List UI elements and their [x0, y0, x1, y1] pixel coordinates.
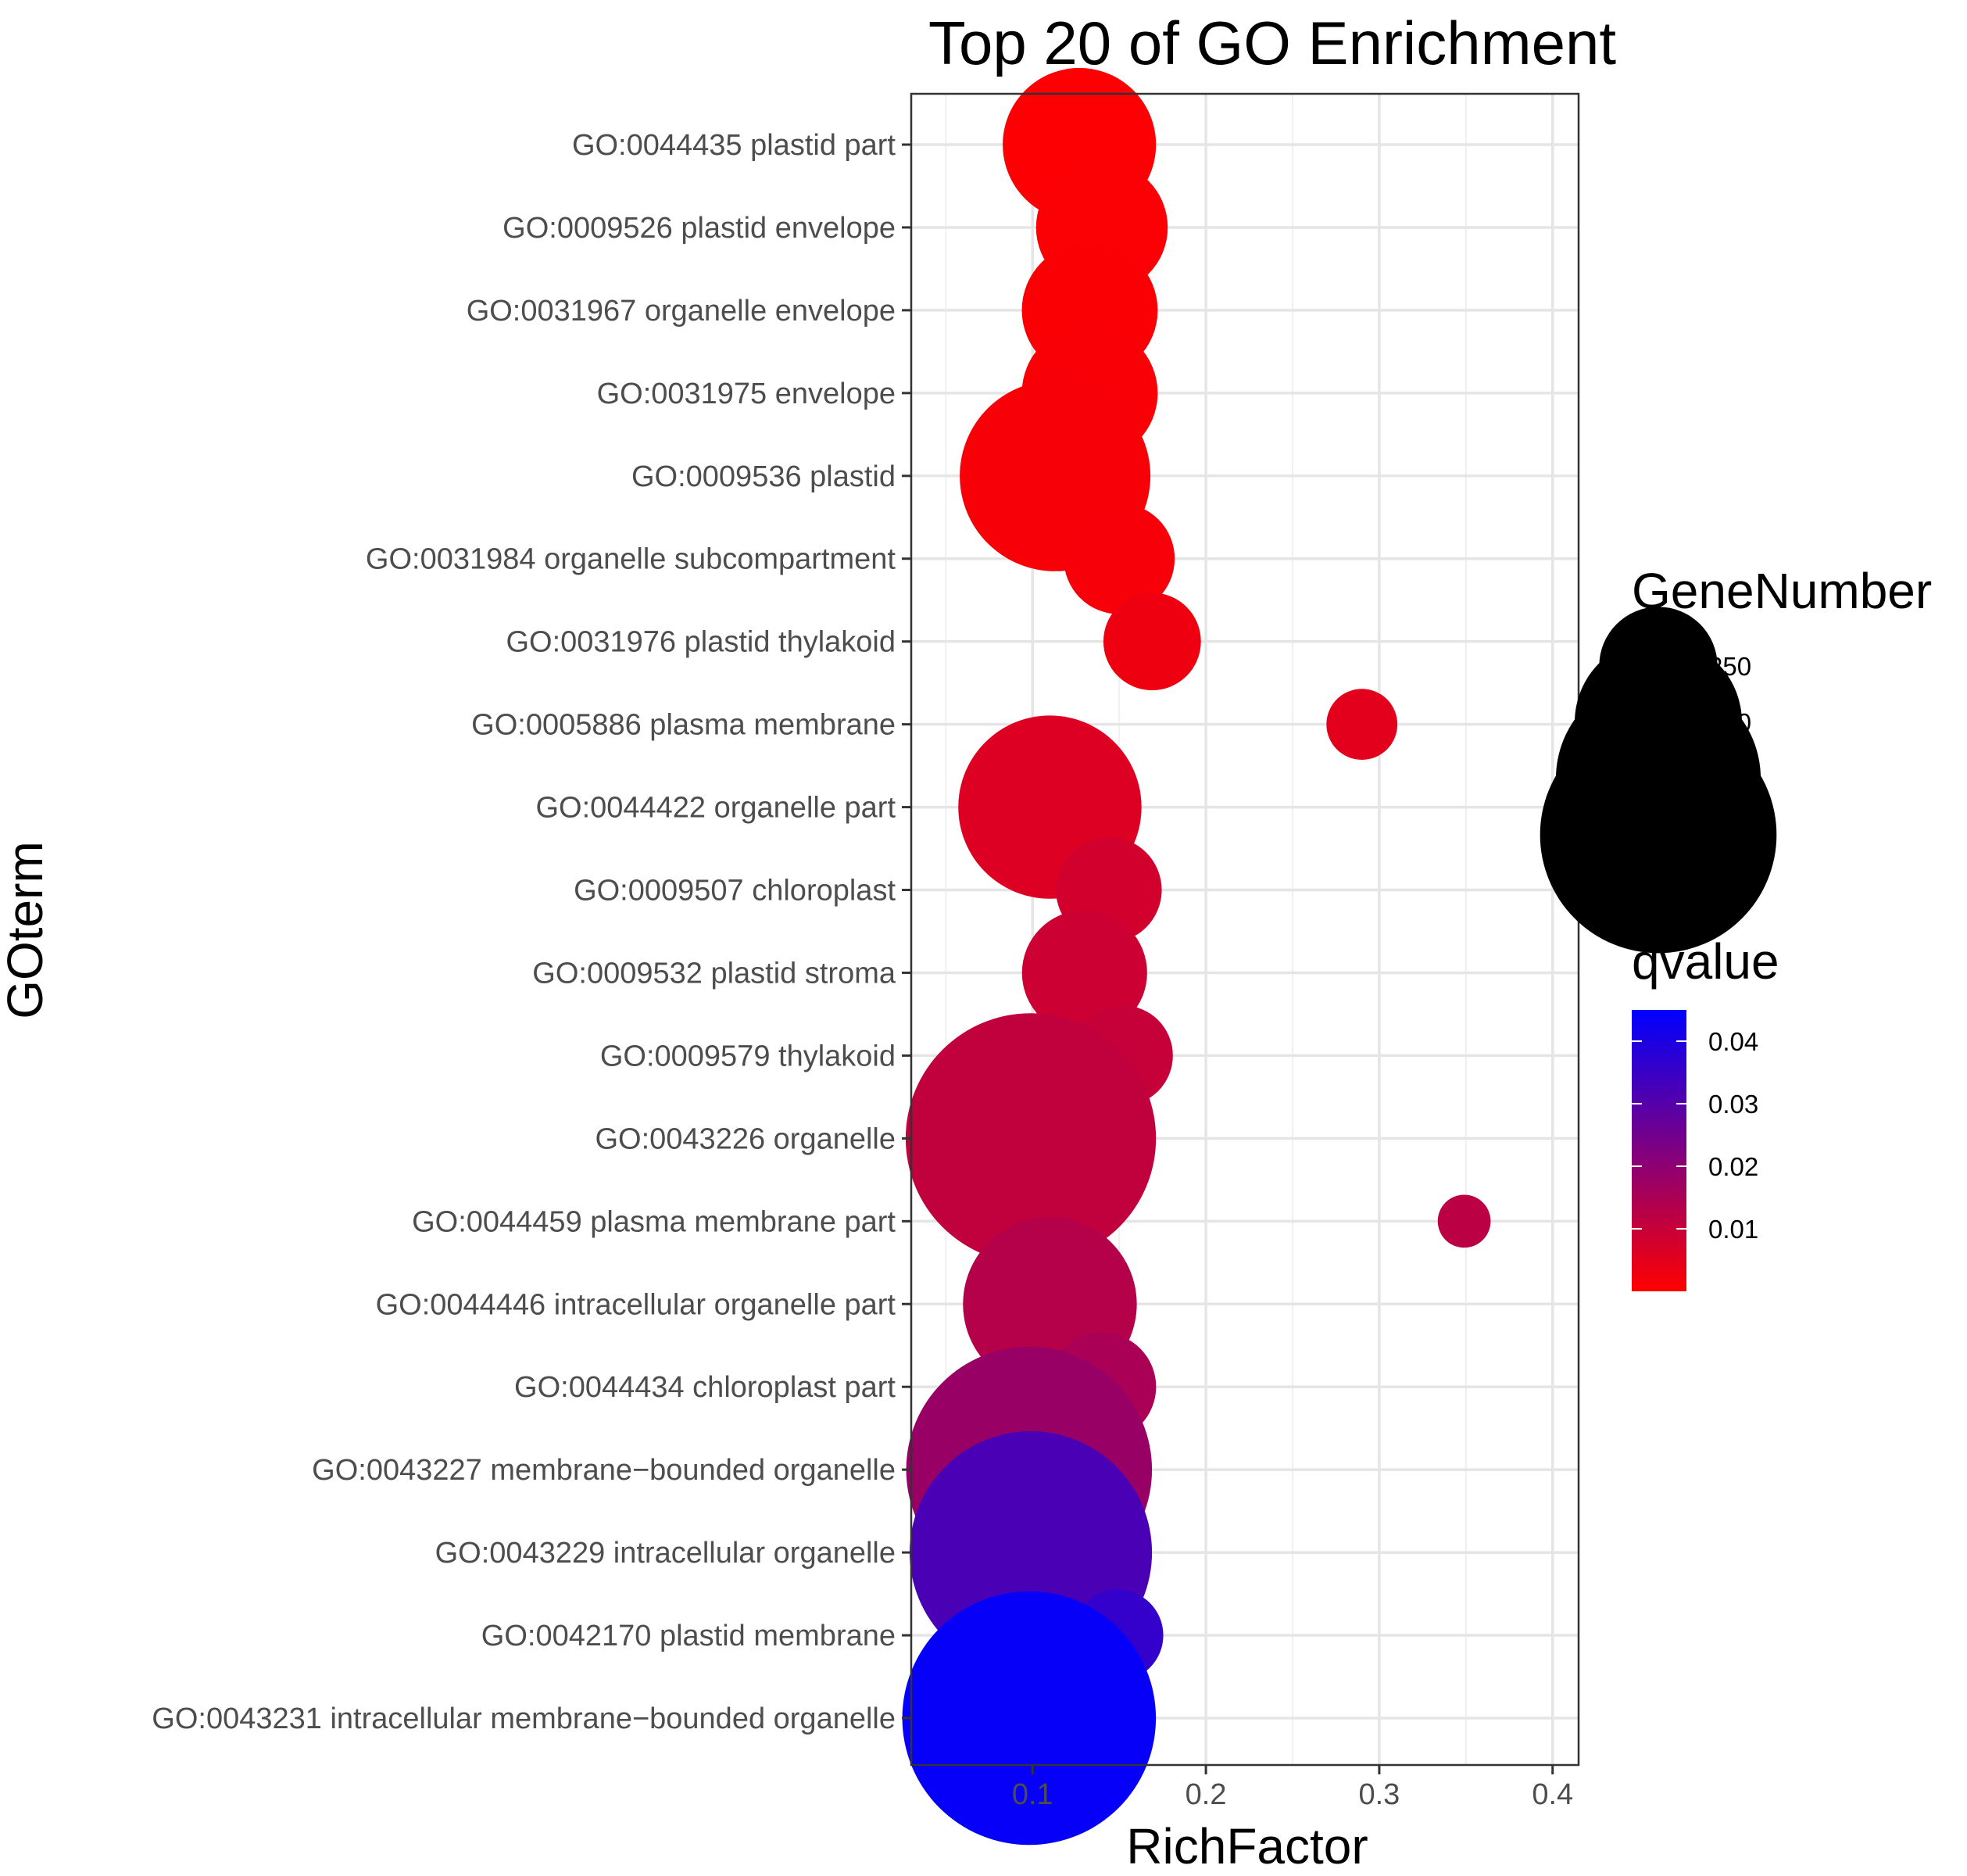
- y-tick-label: GO:0044459 plasma membrane part: [412, 1205, 896, 1238]
- chart-title: Top 20 of GO Enrichment: [928, 9, 1616, 77]
- data-point: [1064, 503, 1175, 614]
- y-tick-label: GO:0043226 organelle: [595, 1122, 896, 1155]
- x-tick-label: 0.3: [1358, 1778, 1400, 1811]
- size-legend-key: [1540, 716, 1777, 954]
- y-tick-label: GO:0009532 plastid stroma: [532, 957, 896, 990]
- y-tick-label: GO:0044434 chloroplast part: [514, 1371, 896, 1404]
- data-point: [902, 1591, 1157, 1846]
- y-tick-label: GO:0009579 thylakoid: [600, 1040, 896, 1072]
- y-tick-label: GO:0042170 plastid membrane: [481, 1620, 896, 1652]
- y-tick-label: GO:0031975 envelope: [597, 378, 896, 410]
- x-tick-label: 0.2: [1186, 1778, 1227, 1811]
- data-point: [1326, 689, 1398, 761]
- data-point: [1437, 1194, 1491, 1248]
- y-tick-label: GO:0031967 organelle envelope: [467, 295, 896, 328]
- data-point: [1103, 593, 1201, 691]
- y-tick-label: GO:0031984 organelle subcompartment: [366, 543, 896, 576]
- data-point: [905, 1013, 1157, 1264]
- data-point: [1021, 910, 1147, 1036]
- colorbar-label: 0.01: [1708, 1215, 1758, 1244]
- size-legend-title: GeneNumber: [1632, 563, 1932, 619]
- y-tick-label: GO:0009526 plastid envelope: [502, 212, 896, 245]
- y-tick-label: GO:0044422 organelle part: [535, 792, 896, 825]
- y-tick-label: GO:0044446 intracellular organelle part: [376, 1288, 896, 1321]
- y-tick-label: GO:0009507 chloroplast: [574, 875, 896, 908]
- y-tick-label: GO:0031976 plastid thylakoid: [506, 626, 896, 659]
- y-tick-label: GO:0043231 intracellular membrane−bounde…: [152, 1702, 896, 1735]
- y-axis-title: GOterm: [0, 841, 53, 1019]
- colorbar-label: 0.03: [1708, 1090, 1758, 1119]
- y-tick-label: GO:0044435 plastid part: [572, 129, 896, 162]
- y-tick-label: GO:0005886 plasma membrane: [471, 709, 896, 742]
- x-tick-label: 0.1: [1012, 1778, 1053, 1811]
- gene-number-legend: GeneNumber 2505007501000: [1540, 563, 1932, 954]
- color-legend-title: qvalue: [1632, 933, 1779, 990]
- y-tick-label: GO:0009536 plastid: [631, 460, 896, 493]
- qvalue-legend: qvalue 0.01 0.02 0.03 0.04: [1632, 933, 1779, 1291]
- qvalue-colorbar: [1632, 1010, 1686, 1291]
- colorbar-label: 0.02: [1708, 1152, 1758, 1181]
- colorbar-label: 0.04: [1708, 1027, 1758, 1056]
- plot-area: GO:0044435 plastid part GO:0009526 plasti…: [152, 67, 1580, 1846]
- x-tick-label: 0.4: [1532, 1778, 1573, 1811]
- y-tick-label: GO:0043229 intracellular organelle: [435, 1537, 896, 1570]
- x-axis-title: RichFactor: [1126, 1818, 1368, 1874]
- size-legend-label: 1000: [1708, 821, 1765, 850]
- plot-border: [910, 92, 1580, 1767]
- y-tick-label: GO:0043227 membrane−bounded organelle: [312, 1454, 896, 1487]
